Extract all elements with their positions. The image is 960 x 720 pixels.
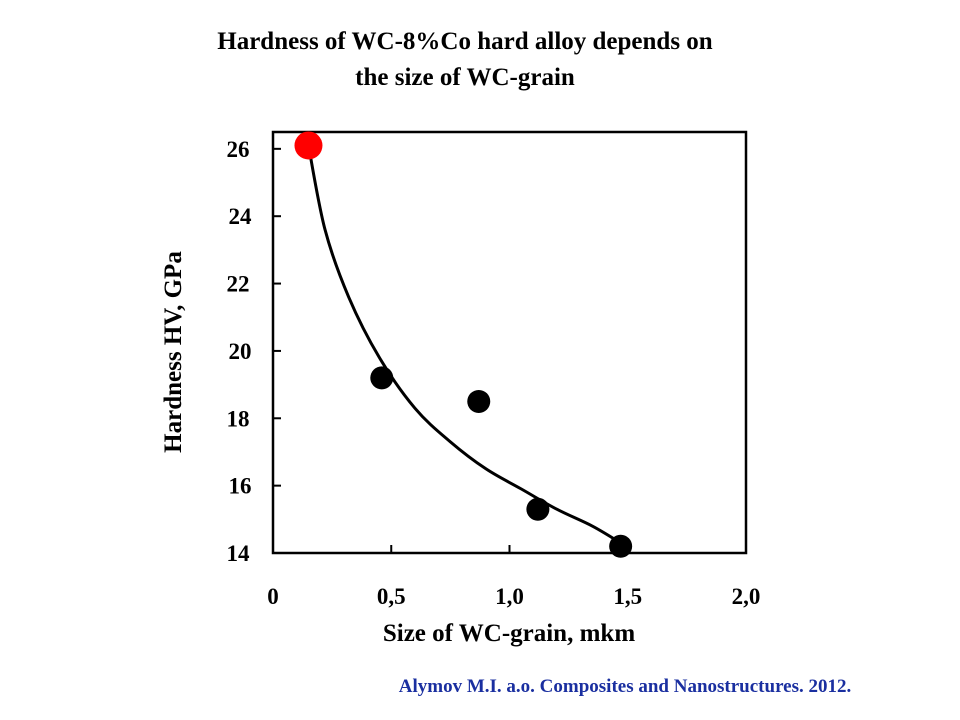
citation: Alymov M.I. a.o. Composites and Nanostru… (398, 676, 852, 697)
data-point (526, 497, 550, 521)
plot-frame (271, 130, 748, 555)
y-axis-label: Hardness HV, GPa (160, 251, 187, 453)
y-tick-label: 14 (227, 541, 251, 566)
fit-curve (307, 145, 622, 545)
y-tick-label: 18 (227, 406, 250, 431)
chart-title: Hardness of WC-8%Co hard alloy depends o… (0, 24, 930, 96)
chart-title-line-1: Hardness of WC-8%Co hard alloy depends o… (217, 28, 713, 55)
x-axis: 0 0,5 1,0 1,5 2,0 (267, 545, 760, 609)
data-points (294, 131, 633, 558)
y-tick-label: 22 (227, 272, 250, 297)
x-tick-label: 0,5 (377, 584, 406, 609)
y-tick-label: 20 (229, 339, 252, 364)
chart-title-line-2: the size of WC-grain (355, 64, 575, 91)
y-tick-label: 16 (229, 474, 252, 499)
data-point (609, 534, 633, 558)
y-tick-label: 24 (229, 204, 253, 229)
data-point (467, 389, 491, 413)
y-tick-label: 26 (227, 137, 250, 162)
x-tick-label: 1,0 (495, 584, 524, 609)
x-tick-label: 0 (267, 584, 279, 609)
x-axis-label: Size of WC-grain, mkm (383, 620, 635, 647)
x-tick-label: 2,0 (732, 584, 761, 609)
data-point (370, 366, 394, 390)
y-axis: 14 16 18 20 22 24 26 (227, 137, 281, 566)
x-tick-label: 1,5 (613, 584, 642, 609)
data-point (294, 131, 323, 160)
